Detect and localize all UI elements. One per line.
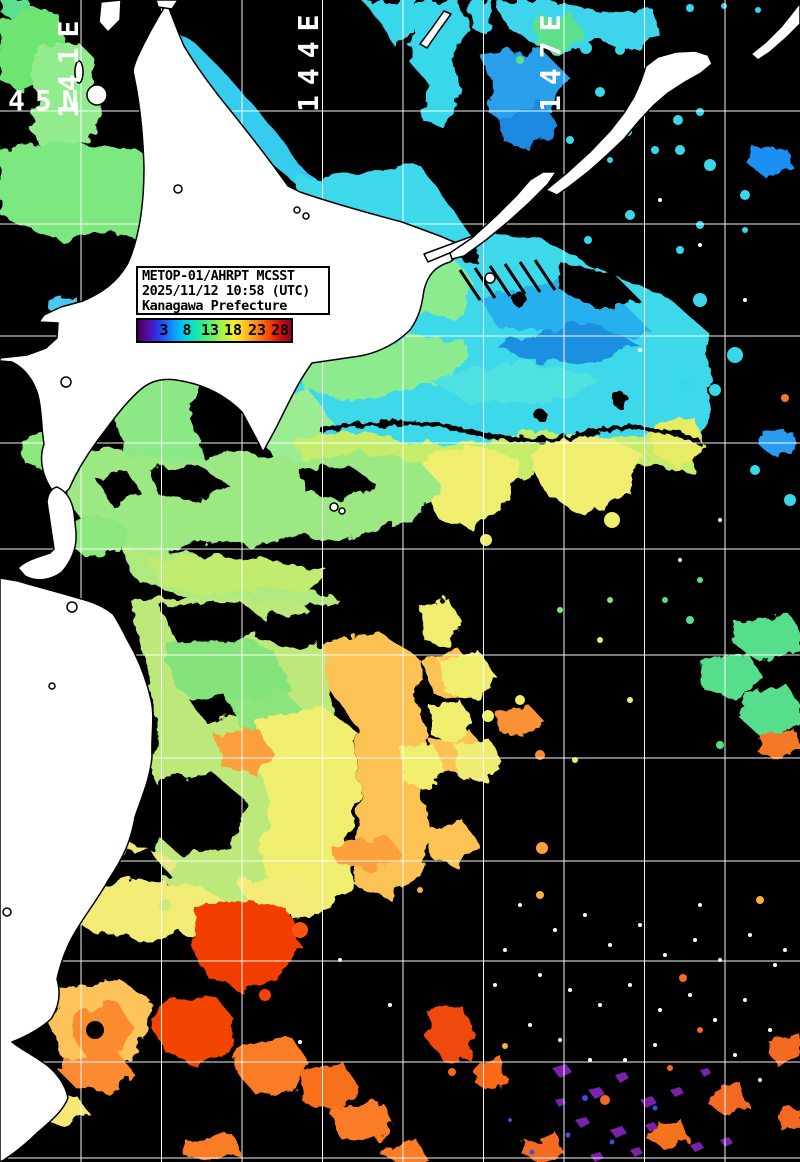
islet	[48, 682, 56, 690]
landmass-honshu	[0, 577, 154, 1162]
islet	[293, 206, 301, 214]
landmass-hokkaido	[0, 2, 469, 500]
landmass-kunashir	[449, 171, 557, 260]
islet	[60, 376, 72, 388]
colorbar-tick-label: 8	[182, 321, 192, 339]
grid-labels: 45N 141E 144E 147E	[8, 5, 567, 118]
island-rebun	[74, 60, 84, 84]
meridian-label-147e: 147E	[534, 5, 567, 112]
meridian-label-144e: 144E	[292, 5, 325, 112]
islet	[329, 502, 339, 512]
temperature-colorbar: 3 8 13 18 23 28	[136, 318, 293, 343]
landmass-north-strip	[419, 10, 452, 49]
info-line-region: Kanagawa Prefecture	[142, 298, 287, 314]
islet	[173, 184, 183, 194]
island-rishiri	[86, 84, 108, 106]
islet	[2, 907, 12, 917]
colorbar-gradient	[138, 320, 291, 341]
islet	[484, 272, 496, 284]
islet	[66, 601, 78, 613]
parallel-label-45n: 45N	[8, 84, 89, 117]
landmass-cloud-patch	[98, 0, 122, 33]
meridian-label-141e: 141E	[52, 11, 85, 118]
info-line-datetime: 2025/11/12 10:58 (UTC)	[142, 283, 310, 299]
colorbar-tick-label: 18	[223, 321, 243, 339]
landmass-sakhalin-tip	[155, 0, 179, 10]
colorbar-tick-label: 23	[247, 321, 267, 339]
colorbar-tick-label: 13	[200, 321, 220, 339]
islet	[302, 212, 310, 220]
info-box: METOP-01/AHRPT MCSST 2025/11/12 10:58 (U…	[136, 266, 330, 315]
islet	[338, 507, 346, 515]
info-line-product: METOP-01/AHRPT MCSST	[142, 268, 295, 284]
landmass-shimokita	[17, 486, 77, 581]
landmass-urup	[750, 2, 800, 61]
landmass-iturup	[545, 50, 713, 196]
colorbar-tick-label: 3	[159, 321, 169, 339]
colorbar-tick-label: 28	[270, 321, 290, 339]
